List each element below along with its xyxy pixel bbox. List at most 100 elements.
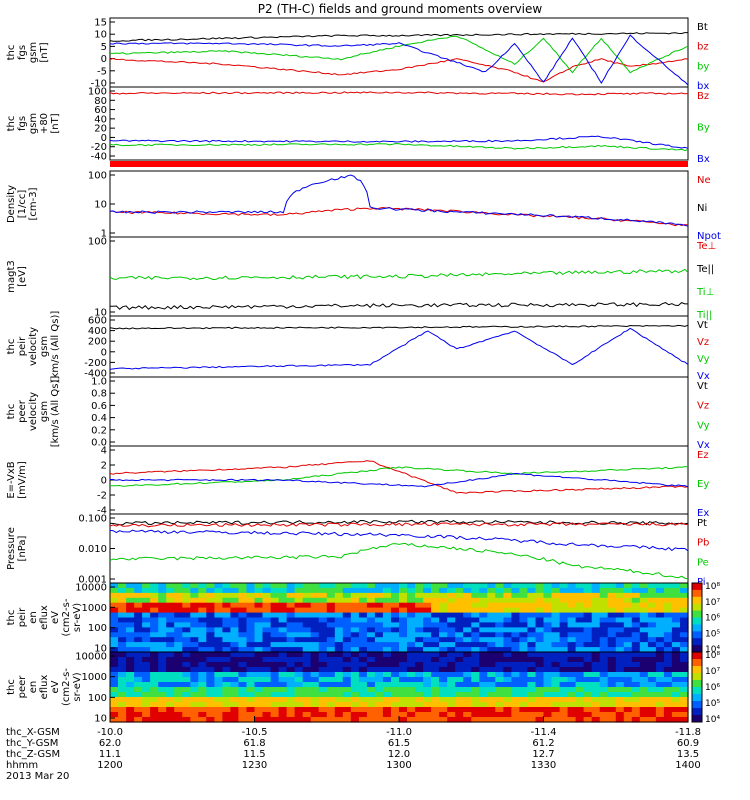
spectrogram-cell	[126, 657, 135, 663]
spectrogram-cell	[479, 587, 488, 594]
spectrogram-cell	[126, 672, 135, 678]
spectrogram-cell	[358, 707, 368, 713]
spectrogram-cell	[647, 587, 657, 594]
spectrogram-cell	[198, 647, 207, 653]
spectrogram-cell	[680, 627, 689, 633]
spectrogram-cell	[174, 687, 183, 693]
spectrogram-cell	[591, 647, 601, 653]
spectrogram-cell	[214, 652, 223, 658]
spectrogram-cell	[615, 602, 625, 609]
spectrogram-cell	[358, 667, 368, 673]
spectrogram-cell	[463, 707, 472, 713]
spectrogram-cell	[318, 627, 328, 633]
spectrogram-cell	[310, 687, 320, 693]
spectrogram-cell	[238, 682, 247, 688]
spectrogram-cell	[671, 597, 681, 604]
spectrogram-cell	[623, 717, 633, 723]
spectrogram-cell	[190, 607, 199, 614]
spectrogram-cell	[350, 647, 360, 653]
spectrogram-cell	[527, 587, 536, 594]
spectrogram-cell	[567, 672, 577, 678]
spectrogram-cell	[270, 617, 280, 623]
spectrogram-cell	[222, 632, 231, 638]
spectrogram-cell	[447, 647, 456, 653]
spectrogram-cell	[182, 652, 191, 658]
spectrogram-cell	[206, 672, 215, 678]
colorbar-tick-label: 10⁸	[705, 651, 720, 661]
spectrogram-cell	[431, 627, 440, 633]
spectrogram-cell	[286, 647, 296, 653]
colorbar-segment	[692, 596, 702, 605]
spectrogram-cell	[559, 692, 569, 698]
y-axis-label: eV	[50, 680, 61, 693]
spectrogram-cell	[639, 583, 649, 589]
spectrogram-cell	[270, 707, 280, 713]
spectrogram-cell	[583, 712, 593, 718]
spectrogram-cell	[334, 657, 344, 663]
spectrogram-cell	[431, 662, 440, 668]
spectrogram-cell	[254, 712, 264, 718]
spectrogram-cell	[158, 602, 167, 609]
spectrogram-cell	[374, 602, 384, 609]
spectrogram-cell	[439, 692, 448, 698]
spectrogram-cell	[254, 652, 264, 658]
y-tick-label: 10000	[75, 652, 107, 663]
spectrogram-cell	[495, 597, 504, 604]
spectrogram-cell	[487, 632, 496, 638]
spectrogram-cell	[559, 712, 569, 718]
spectrogram-cell	[543, 707, 553, 713]
spectrogram-cell	[262, 712, 272, 718]
spectrogram-cell	[158, 662, 167, 668]
spectrogram-cell	[535, 687, 545, 693]
spectrogram-cell	[326, 622, 336, 628]
spectrogram-cell	[439, 617, 448, 623]
spectrogram-cell	[358, 622, 368, 628]
spectrogram-cell	[583, 592, 593, 599]
y-tick-label: 0.100	[78, 514, 107, 525]
spectrogram-cell	[302, 612, 312, 619]
spectrogram-cell	[415, 583, 424, 589]
spectrogram-cell	[503, 657, 512, 663]
spectrogram-cell	[278, 607, 288, 614]
spectrogram-cell	[318, 602, 328, 609]
spectrogram-cell	[471, 617, 480, 623]
spectrogram-cell	[278, 702, 288, 708]
spectrogram-cell	[527, 657, 536, 663]
spectrogram-cell	[182, 687, 191, 693]
spectrogram-cell	[254, 667, 264, 673]
spectrogram-cell	[270, 597, 280, 604]
spectrogram-cell	[615, 702, 625, 708]
spectrogram-cell	[334, 627, 344, 633]
spectrogram-cell	[134, 642, 143, 648]
colorbar-segment	[692, 659, 702, 667]
spectrogram-cell	[238, 642, 247, 648]
spectrogram-cell	[230, 617, 239, 623]
spectrogram-cell	[631, 622, 641, 628]
spectrogram-cell	[246, 712, 256, 718]
spectrogram-cell	[479, 583, 488, 589]
spectrogram-cell	[407, 612, 416, 619]
spectrogram-cell	[150, 657, 159, 663]
spectrogram-cell	[358, 682, 368, 688]
spectrogram-cell	[118, 612, 127, 619]
spectrogram-cell	[607, 587, 617, 594]
spectrogram-cell	[575, 602, 585, 609]
spectrogram-cell	[663, 642, 673, 648]
spectrogram-cell	[118, 622, 127, 628]
spectrogram-cell	[254, 662, 264, 668]
spectrogram-cell	[374, 717, 384, 723]
spectrogram-cell	[527, 612, 536, 619]
spectrogram-cell	[535, 672, 545, 678]
spectrogram-cell	[182, 712, 191, 718]
spectrogram-peer_eflux	[110, 652, 689, 723]
spectrogram-cell	[407, 707, 416, 713]
spectrogram-cell	[126, 642, 135, 648]
spectrogram-cell	[455, 627, 464, 633]
spectrogram-cell	[680, 642, 689, 648]
spectrogram-cell	[607, 617, 617, 623]
spectrogram-cell	[647, 617, 657, 623]
spectrogram-cell	[174, 702, 183, 708]
y-tick-label: 1.0	[91, 377, 107, 388]
spectrogram-cell	[631, 717, 641, 723]
spectrogram-cell	[382, 583, 392, 589]
